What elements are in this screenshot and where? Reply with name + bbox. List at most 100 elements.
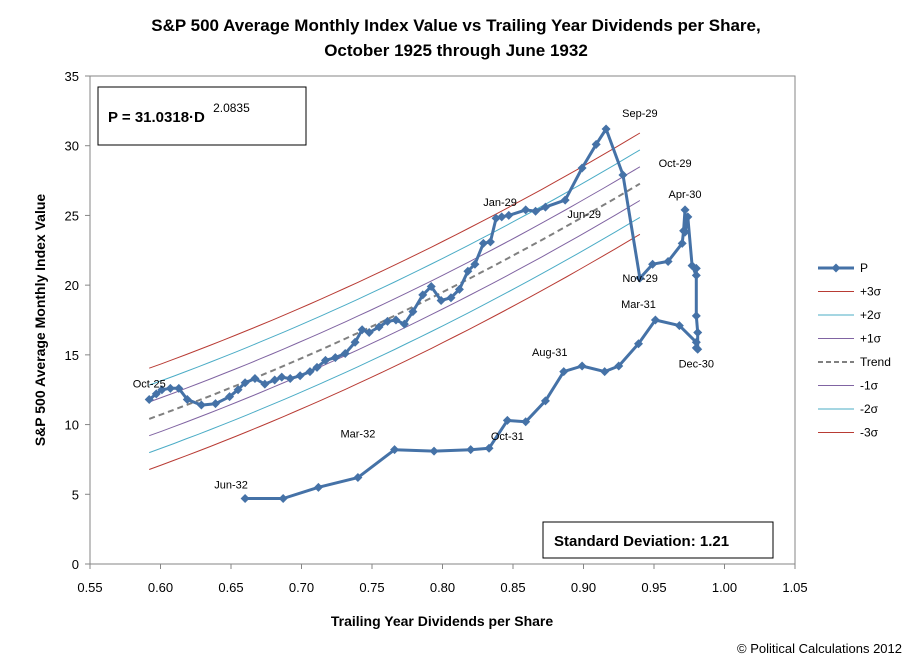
- data-point: [313, 482, 323, 492]
- annotation-label: Aug-31: [532, 347, 567, 359]
- data-point: [591, 139, 601, 149]
- plot-frame: [89, 75, 796, 565]
- x-tick-label: 0.60: [148, 580, 173, 595]
- data-point: [677, 238, 687, 248]
- data-point: [157, 385, 167, 395]
- y-tick-label: 15: [65, 348, 79, 363]
- legend-item: +3σ: [818, 285, 882, 299]
- data-point: [278, 493, 288, 503]
- annotation-label: Sep-29: [622, 108, 657, 120]
- data-point: [260, 379, 270, 389]
- data-point: [429, 446, 439, 456]
- legend-item: +1σ: [818, 332, 882, 346]
- legend-item: P: [818, 261, 868, 275]
- data-point: [485, 237, 495, 247]
- data-point: [305, 367, 315, 377]
- y-tick-label: 20: [65, 278, 79, 293]
- data-point: [340, 348, 350, 358]
- chart-title: S&P 500 Average Monthly Index Value vs T…: [151, 16, 760, 35]
- data-point: [600, 367, 610, 377]
- band-line: [149, 233, 641, 470]
- band-line: [149, 166, 641, 403]
- std-dev-text: Standard Deviation: 1.21: [554, 533, 729, 550]
- data-point: [196, 400, 206, 410]
- data-point: [277, 372, 287, 382]
- legend-label: +2σ: [860, 308, 882, 322]
- data-point: [663, 256, 673, 266]
- annotation-label: Oct-25: [133, 378, 166, 390]
- data-point: [635, 273, 645, 283]
- data-point: [674, 321, 684, 331]
- data-point: [648, 259, 658, 269]
- annotation-label: Jan-29: [483, 197, 517, 209]
- data-point: [250, 374, 260, 384]
- x-tick-label: 1.05: [782, 580, 807, 595]
- data-point: [691, 343, 701, 353]
- x-tick-label: 0.55: [77, 580, 102, 595]
- data-point: [399, 319, 409, 329]
- x-tick-label: 1.00: [712, 580, 737, 595]
- y-axis-label: S&P 500 Average Monthly Index Value: [32, 194, 48, 447]
- formula-box-frame: [97, 86, 307, 146]
- y-tick-label: 30: [65, 139, 79, 154]
- y-tick-label: 5: [72, 487, 79, 502]
- data-point: [560, 195, 570, 205]
- data-point: [383, 316, 393, 326]
- x-tick-label: 0.85: [500, 580, 525, 595]
- data-point: [614, 361, 624, 371]
- data-point: [285, 374, 295, 384]
- data-point: [466, 445, 476, 455]
- data-point: [540, 202, 550, 212]
- band-line: [149, 216, 641, 454]
- data-point: [225, 392, 235, 402]
- data-point: [691, 337, 701, 347]
- annotation-label: Dec-30: [679, 358, 714, 370]
- sigma-bands: [148, 132, 641, 470]
- legend-label: Trend: [860, 355, 891, 369]
- data-point: [531, 206, 541, 216]
- data-point: [182, 394, 192, 404]
- annotation-label: Oct-29: [659, 158, 692, 170]
- data-point: [174, 383, 184, 393]
- y-tick-label: 25: [65, 208, 79, 223]
- legend-item: -1σ: [818, 379, 879, 393]
- legend-label: +1σ: [860, 332, 882, 346]
- legend-label: +3σ: [860, 285, 882, 299]
- data-point: [650, 315, 660, 325]
- data-point: [633, 339, 643, 349]
- band-line: [148, 182, 641, 420]
- data-point: [240, 493, 250, 503]
- data-point: [270, 375, 280, 385]
- data-point: [680, 205, 690, 215]
- data-point: [502, 415, 512, 425]
- x-tick-label: 0.90: [571, 580, 596, 595]
- data-point: [436, 295, 446, 305]
- series-p: [144, 124, 703, 503]
- data-point: [559, 367, 569, 377]
- data-point: [478, 238, 488, 248]
- data-point: [691, 311, 701, 321]
- y-tick-label: 0: [72, 557, 79, 572]
- annotations: Oct-25 Jan-29 Sep-29 Oct-29 Jun-29 Apr-30 Nov-…: [133, 108, 714, 491]
- legend-label: P: [860, 261, 868, 275]
- data-point: [446, 293, 456, 303]
- data-point: [693, 328, 703, 338]
- chart-subtitle: October 1925 through June 1932: [324, 41, 588, 60]
- data-point: [364, 328, 374, 338]
- data-point: [691, 270, 701, 280]
- band-line: [149, 149, 641, 386]
- data-point: [680, 227, 690, 237]
- annotation-label: Jun-32: [214, 479, 248, 491]
- y-axis: 0 5 10 15 20 25 30 35: [65, 69, 90, 572]
- legend-item: -2σ: [818, 402, 879, 416]
- x-tick-label: 0.65: [218, 580, 243, 595]
- data-point: [470, 259, 480, 269]
- data-point: [330, 353, 340, 363]
- credit-text: © Political Calculations 2012: [737, 641, 902, 656]
- formula-exponent: 2.0835: [213, 101, 250, 115]
- data-point: [312, 362, 322, 372]
- y-tick-label: 10: [65, 418, 79, 433]
- legend-label: -2σ: [860, 402, 879, 416]
- y-tick-label: 35: [65, 69, 79, 84]
